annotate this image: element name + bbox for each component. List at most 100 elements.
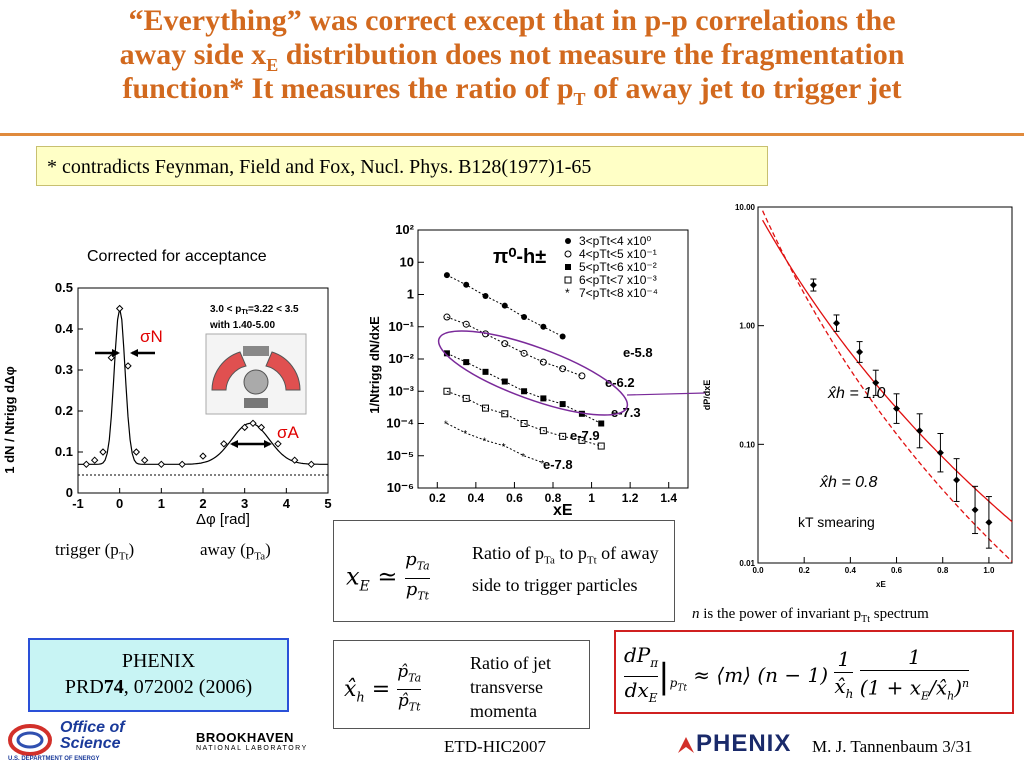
left-data-point (240, 423, 249, 432)
legend-marker (564, 250, 572, 258)
xh-equation: x̂h = p̂Ta p̂Tt (344, 662, 422, 714)
left-y-tick: 0 (66, 485, 73, 500)
left-data-point (124, 362, 132, 370)
mid-point (520, 420, 528, 427)
n-power-note: n is the power of invariant pTt spectrum (692, 606, 929, 625)
left-y-tick: 0.2 (55, 403, 73, 418)
title-line-3: function* It measures the ratio of pT of… (122, 72, 902, 109)
xh-definition-box: x̂h = p̂Ta p̂Tt Ratio of jet transverse m… (333, 640, 590, 729)
inset-line-1: 3.0 < pTt=3.22 < 3.5 (210, 304, 299, 316)
mid-y-tick: 1 (407, 287, 414, 302)
mid-xlabel: xE (553, 502, 573, 519)
right-x-tick: 0.8 (937, 566, 949, 575)
xh-description: Ratio of jet transverse momenta (470, 653, 551, 721)
slide-title: “Everything” was correct except that in … (0, 4, 1024, 109)
reference-box: PHENIX PRD74, 072002 (2006) (28, 638, 289, 712)
left-x-tick: 5 (324, 496, 331, 511)
left-data-point (290, 456, 299, 464)
left-y-tick: 0.5 (55, 280, 73, 295)
mid-y-tick: 10⁻² (388, 351, 414, 366)
right-ylabel: dP/dxE (702, 380, 712, 411)
right-x-tick: 1.0 (983, 566, 995, 575)
mid-point (482, 292, 489, 299)
left-data-point (274, 440, 282, 448)
citation-note: * contradicts Feynman, Field and Fox, Nu… (36, 146, 768, 186)
mid-y-tick: 10 (400, 254, 414, 269)
right-x-tick: 0.0 (752, 566, 764, 575)
mid-point (559, 401, 566, 408)
mid-point (539, 358, 547, 366)
legend-entry: 7<pTt<8 x10⁻⁴ (579, 286, 658, 300)
main-formula: dPπ dxE |pTt ≈ ⟨m⟩ (n − 1) 1 x̂h 1 (1 + xE/x… (624, 643, 970, 705)
xe-equation: xE ≃ pTa pTt (346, 549, 430, 603)
mid-fit-line (446, 423, 544, 464)
right-data-point (872, 379, 880, 387)
left-data-point (220, 440, 228, 448)
phenix-logo: PHENIX (676, 730, 791, 758)
ref-line-1: PHENIX (121, 650, 196, 672)
doe-swirl-icon (8, 724, 52, 756)
right-data-point (893, 405, 901, 413)
mid-point: * (502, 442, 506, 453)
right-data-point (985, 518, 993, 526)
mid-point (578, 372, 586, 380)
mid-point: * (483, 436, 487, 447)
slope-label: e-6.2 (605, 375, 635, 390)
mid-point (597, 442, 605, 450)
legend-marker: * (565, 286, 570, 300)
delta-phi-plot: 1 dN / Ntrigg dΔφ 0.50.40.30.20.10 -1 0 1 2… (2, 280, 332, 528)
acceptance-caption: Corrected for acceptance (87, 248, 267, 265)
slope-label: e-5.8 (623, 345, 653, 360)
left-data-point (257, 423, 266, 432)
mid-y-tick: 10² (395, 222, 414, 237)
mid-point (501, 340, 509, 348)
slope-label: e-7.8 (543, 457, 573, 472)
right-x-tick: 0.4 (845, 566, 857, 575)
away-label: away (pTa) (200, 540, 271, 563)
left-data-point (82, 460, 91, 469)
left-x-tick: 1 (158, 496, 165, 511)
mid-fit-line (446, 274, 563, 337)
right-data-point (856, 348, 864, 356)
left-ylabel: 1 dN / Ntrigg dΔφ (2, 366, 17, 473)
mid-point (540, 395, 547, 402)
mid-point (482, 404, 489, 412)
mid-x-tick: 0.2 (429, 491, 446, 505)
phenix-bird-icon (678, 736, 694, 753)
mid-x-tick: 1.2 (622, 491, 639, 505)
mid-point: * (444, 420, 448, 431)
right-data-point (809, 281, 817, 289)
main-formula-box: dPπ dxE |pTt ≈ ⟨m⟩ (n − 1) 1 x̂h 1 (1 + xE/x… (614, 630, 1014, 714)
title-divider (0, 133, 1024, 136)
trigger-label: trigger (pTt) (55, 540, 135, 563)
xe-description: Ratio of pTa to pTt of away side to trig… (472, 543, 659, 595)
xe-distribution-plot: 1/Ntrigg dN/dxE 10²10110⁻¹10⁻²10⁻³10⁻⁴10… (367, 222, 705, 519)
xh2-label: x̂h = 0.8 (819, 474, 877, 491)
right-data-point (936, 449, 944, 457)
mid-y-tick: 10⁻⁴ (386, 416, 414, 431)
right-x-tick: 0.2 (799, 566, 811, 575)
mid-point (482, 368, 489, 375)
mid-y-tick: 10⁻⁶ (387, 480, 414, 495)
left-y-tick: 0.1 (55, 444, 73, 459)
left-data-point (132, 448, 141, 456)
left-x-tick: 4 (283, 496, 291, 511)
mid-point: * (521, 452, 525, 463)
phenix-detector-inset (205, 333, 307, 415)
sigma-a-label: σA (277, 423, 299, 442)
title-line-2: away side xE distribution does not measu… (119, 38, 905, 75)
mid-fit-line (446, 352, 602, 424)
legend-entry: 6<pTt<7 x10⁻³ (579, 273, 657, 287)
xe-definition-box: xE ≃ pTa pTt Ratio of pTa to pTt of away … (333, 520, 675, 622)
left-data-point (199, 452, 207, 460)
mid-point (501, 410, 509, 418)
highlight-ellipse (437, 330, 629, 416)
left-y-tick: 0.4 (55, 321, 74, 336)
right-x-tick: 0.6 (891, 566, 903, 575)
author-page: M. J. Tannenbaum 3/31 (812, 737, 973, 756)
fit-xh-08 (762, 210, 1013, 562)
mid-x-tick: 0.8 (545, 491, 562, 505)
right-data-point (833, 319, 841, 327)
legend-entry: 5<pTt<6 x10⁻² (579, 260, 657, 274)
left-x-tick: 0 (116, 496, 123, 511)
